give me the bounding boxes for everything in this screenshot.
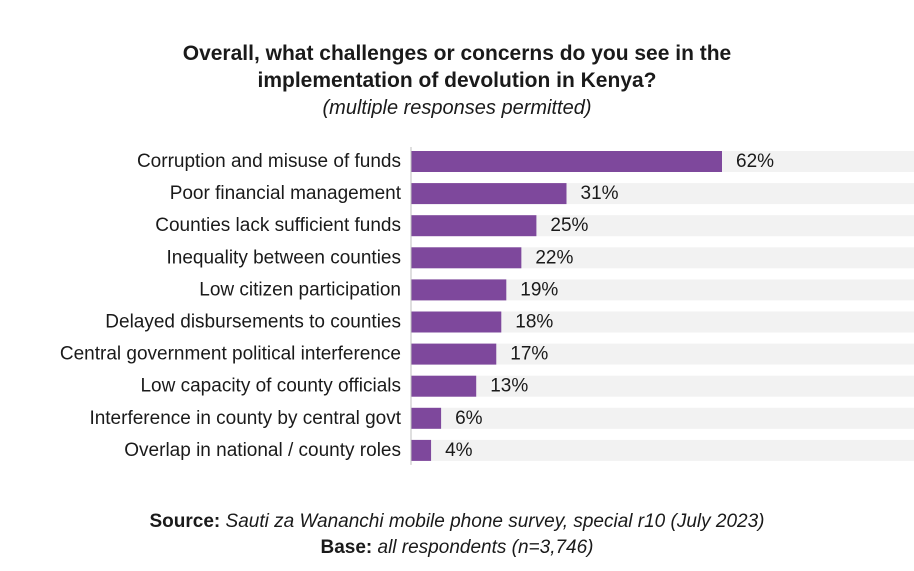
bar <box>411 247 522 269</box>
value-label: 62% <box>736 151 774 172</box>
category-label: Counties lack sufficient funds <box>155 215 401 236</box>
category-label: Poor financial management <box>170 183 402 204</box>
source-note: Source: Sauti za Wananchi mobile phone s… <box>0 509 914 534</box>
source-text: Sauti za Wananchi mobile phone survey, s… <box>225 511 765 532</box>
bar-track <box>411 311 914 333</box>
bar <box>411 183 567 205</box>
category-label: Inequality between counties <box>167 247 402 268</box>
bar <box>411 343 497 365</box>
value-label: 18% <box>515 312 553 333</box>
bar <box>411 215 537 237</box>
value-label: 17% <box>510 344 548 365</box>
bar-track <box>411 215 914 237</box>
bar <box>411 311 502 333</box>
bar <box>411 407 442 429</box>
bar <box>411 151 722 172</box>
value-label: 25% <box>550 215 588 236</box>
bar <box>411 439 432 461</box>
category-label: Delayed disbursements to counties <box>105 312 401 333</box>
value-label: 31% <box>581 183 619 204</box>
bar <box>411 279 507 301</box>
base-label: Base: <box>320 537 373 558</box>
bar-track <box>411 343 914 365</box>
bar-track <box>411 279 914 301</box>
bar-track <box>411 375 914 397</box>
value-label: 22% <box>535 247 573 268</box>
bar-track <box>411 407 914 429</box>
value-label: 4% <box>445 440 473 461</box>
bar <box>411 375 477 397</box>
category-label: Low citizen participation <box>199 279 401 300</box>
value-label: 13% <box>490 376 528 397</box>
category-label: Low capacity of county officials <box>140 376 401 397</box>
value-label: 6% <box>455 408 483 429</box>
chart-title-line-1: Overall, what challenges or concerns do … <box>182 42 732 65</box>
bar-track <box>411 439 914 461</box>
bar-track <box>411 247 914 269</box>
category-label: Overlap in national / county roles <box>124 440 401 461</box>
category-label: Corruption and misuse of funds <box>137 151 401 172</box>
source-label: Source: <box>149 511 221 532</box>
chart-title-line-2: implementation of devolution in Kenya? <box>257 69 657 92</box>
value-label: 19% <box>520 279 558 300</box>
base-note: Base: all respondents (n=3,746) <box>0 535 914 560</box>
base-text: all respondents (n=3,746) <box>377 537 594 558</box>
chart-subtitle: (multiple responses permitted) <box>322 97 592 119</box>
category-label: Interference in county by central govt <box>89 408 401 429</box>
category-label: Central government political interferenc… <box>60 344 401 365</box>
